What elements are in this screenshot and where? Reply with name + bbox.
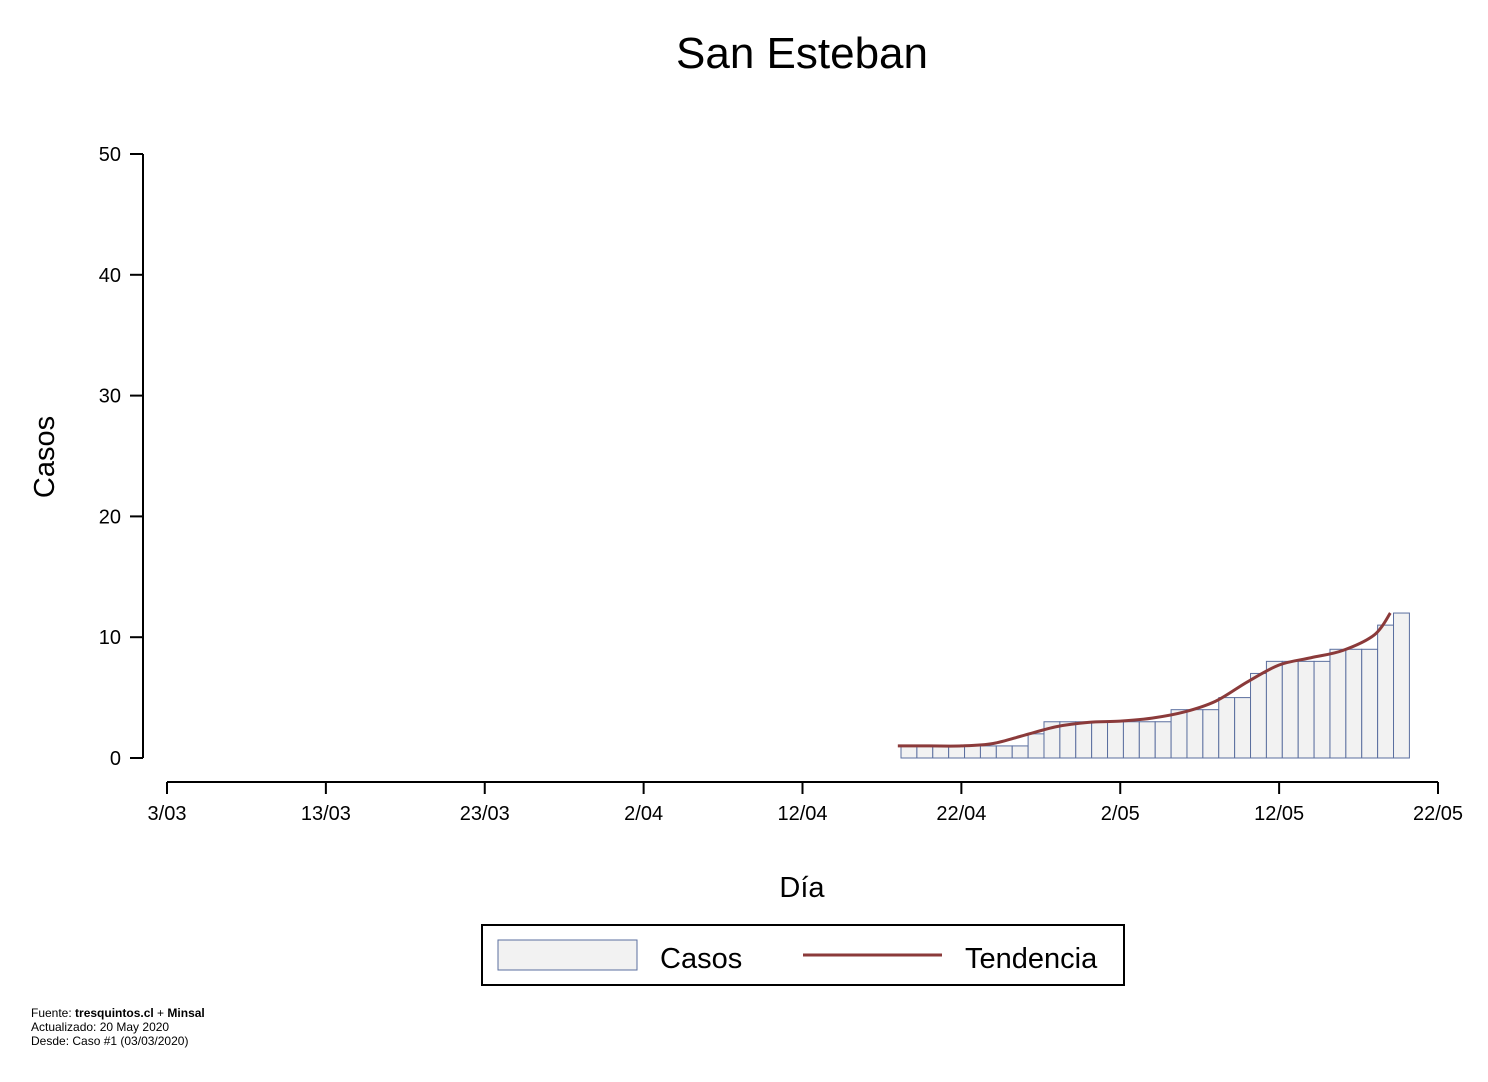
x-tick-label: 12/05 (1254, 803, 1304, 825)
bar (1011, 745, 1029, 759)
bar (1091, 721, 1109, 759)
bar (1265, 660, 1283, 759)
trend-line (897, 612, 1392, 748)
footer: Fuente: tresquintos.cl + Minsal Actualiz… (31, 1006, 205, 1048)
bar (1377, 624, 1395, 759)
bar (1393, 612, 1410, 759)
x-tick-label: 22/05 (1413, 803, 1463, 825)
bar (1234, 697, 1252, 759)
footer-since: Desde: Caso #1 (03/03/2020) (31, 1034, 189, 1048)
bar (1361, 648, 1379, 759)
bar (1297, 660, 1315, 759)
bar (1250, 672, 1267, 759)
y-tick-label: 20 (99, 506, 121, 528)
legend-label-tendencia: Tendencia (965, 943, 1098, 975)
x-tick-label: 23/03 (460, 803, 510, 825)
trend-series (897, 612, 1392, 748)
bar (995, 745, 1013, 759)
bar (979, 745, 997, 759)
bar (1154, 721, 1172, 759)
x-tick-label: 2/05 (1101, 803, 1140, 825)
bar (1313, 660, 1331, 759)
y-axis: 0 10 20 30 40 50 (99, 144, 144, 770)
bar (1345, 648, 1363, 759)
bar (932, 745, 950, 759)
bar (1059, 721, 1077, 759)
x-tick-label: 22/04 (936, 803, 986, 825)
chart-title: San Esteban (676, 29, 928, 78)
x-axis-label: Día (779, 872, 825, 904)
legend: Casos Tendencia (481, 924, 1125, 986)
bar (1027, 733, 1045, 759)
bar (1170, 709, 1188, 759)
y-tick-label: 30 (99, 386, 121, 408)
bar (964, 745, 981, 759)
bar (1281, 660, 1299, 759)
footer-updated: Actualizado: 20 May 2020 (31, 1020, 170, 1034)
bar (1075, 721, 1093, 759)
bar (1218, 697, 1236, 759)
bar (1107, 721, 1124, 759)
bar (1138, 721, 1156, 759)
bar (1329, 648, 1347, 759)
footer-source: Fuente: tresquintos.cl + Minsal (31, 1006, 205, 1020)
y-tick-label: 40 (99, 265, 121, 287)
bar (916, 745, 934, 759)
legend-label-casos: Casos (660, 943, 742, 975)
bar (900, 745, 918, 759)
legend-swatch-casos (497, 939, 638, 971)
x-tick-label: 12/04 (777, 803, 827, 825)
y-axis-label: Casos (29, 416, 61, 498)
bar (1186, 709, 1204, 759)
x-tick-label: 13/03 (301, 803, 351, 825)
bar-series (900, 612, 1410, 759)
x-axis: 3/03 13/03 23/03 2/04 12/04 22/04 2/05 12/05 22/… (148, 781, 1463, 825)
x-tick-label: 2/04 (624, 803, 663, 825)
bar (948, 745, 966, 759)
y-tick-label: 0 (110, 748, 121, 770)
bar (1202, 709, 1220, 759)
y-tick-label: 10 (99, 627, 121, 649)
y-tick-label: 50 (99, 144, 121, 166)
bar (1122, 721, 1140, 759)
x-tick-label: 3/03 (148, 803, 187, 825)
